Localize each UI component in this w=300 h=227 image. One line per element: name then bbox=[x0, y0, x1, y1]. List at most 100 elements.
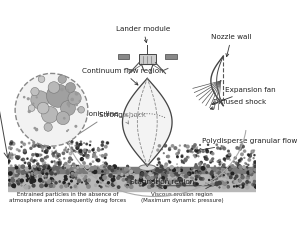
Circle shape bbox=[242, 183, 244, 185]
Circle shape bbox=[130, 176, 132, 178]
Circle shape bbox=[196, 150, 198, 152]
Circle shape bbox=[192, 168, 193, 169]
Circle shape bbox=[235, 162, 237, 164]
Circle shape bbox=[222, 146, 224, 149]
Circle shape bbox=[40, 166, 42, 168]
Circle shape bbox=[228, 154, 231, 157]
Circle shape bbox=[168, 171, 171, 174]
Circle shape bbox=[47, 186, 50, 188]
Circle shape bbox=[70, 98, 74, 101]
Circle shape bbox=[21, 171, 25, 174]
Circle shape bbox=[222, 173, 224, 176]
Circle shape bbox=[100, 186, 102, 188]
Circle shape bbox=[84, 150, 87, 153]
Circle shape bbox=[218, 181, 221, 185]
Circle shape bbox=[166, 178, 167, 180]
Circle shape bbox=[54, 161, 55, 162]
Text: Nozzle wall: Nozzle wall bbox=[211, 34, 252, 57]
Circle shape bbox=[178, 149, 180, 151]
Circle shape bbox=[215, 182, 218, 185]
Circle shape bbox=[149, 172, 151, 174]
Circle shape bbox=[207, 165, 209, 168]
Circle shape bbox=[238, 185, 240, 187]
Circle shape bbox=[239, 148, 242, 150]
Circle shape bbox=[169, 181, 172, 184]
Circle shape bbox=[170, 147, 171, 148]
Circle shape bbox=[28, 173, 31, 176]
Bar bbox=[8, 168, 256, 191]
Circle shape bbox=[17, 173, 19, 175]
Circle shape bbox=[44, 123, 52, 131]
Circle shape bbox=[47, 182, 51, 185]
Circle shape bbox=[104, 162, 107, 164]
Circle shape bbox=[100, 180, 103, 183]
Circle shape bbox=[38, 178, 42, 182]
Circle shape bbox=[206, 150, 208, 153]
Circle shape bbox=[55, 182, 57, 184]
Circle shape bbox=[254, 185, 258, 188]
Circle shape bbox=[23, 96, 26, 99]
Circle shape bbox=[163, 167, 166, 170]
Circle shape bbox=[249, 182, 250, 183]
Circle shape bbox=[164, 173, 166, 175]
Circle shape bbox=[89, 145, 91, 146]
Circle shape bbox=[188, 173, 189, 175]
Circle shape bbox=[252, 183, 255, 186]
Circle shape bbox=[176, 153, 178, 155]
Circle shape bbox=[11, 178, 13, 179]
Circle shape bbox=[62, 152, 64, 155]
Circle shape bbox=[192, 172, 194, 173]
Circle shape bbox=[16, 170, 19, 173]
Circle shape bbox=[247, 175, 249, 177]
Circle shape bbox=[65, 167, 67, 169]
Circle shape bbox=[118, 172, 120, 175]
Circle shape bbox=[64, 179, 65, 180]
Circle shape bbox=[200, 178, 202, 180]
Circle shape bbox=[52, 152, 53, 153]
Circle shape bbox=[56, 111, 70, 125]
Circle shape bbox=[140, 172, 143, 175]
Circle shape bbox=[254, 180, 255, 182]
Circle shape bbox=[86, 149, 87, 151]
Circle shape bbox=[169, 169, 171, 170]
Circle shape bbox=[111, 169, 113, 172]
Circle shape bbox=[182, 161, 184, 163]
Circle shape bbox=[228, 168, 230, 170]
Circle shape bbox=[44, 175, 47, 178]
Circle shape bbox=[74, 185, 78, 189]
Circle shape bbox=[141, 167, 144, 170]
Circle shape bbox=[58, 166, 60, 168]
Circle shape bbox=[59, 181, 60, 182]
Circle shape bbox=[106, 165, 107, 166]
Circle shape bbox=[160, 185, 162, 187]
Circle shape bbox=[55, 163, 57, 165]
Circle shape bbox=[52, 169, 55, 172]
Circle shape bbox=[162, 167, 166, 170]
Circle shape bbox=[11, 185, 12, 186]
Circle shape bbox=[158, 185, 162, 189]
Circle shape bbox=[129, 173, 130, 174]
Circle shape bbox=[210, 173, 213, 175]
Circle shape bbox=[225, 181, 228, 184]
Circle shape bbox=[246, 183, 248, 185]
Circle shape bbox=[245, 185, 249, 189]
Circle shape bbox=[254, 171, 255, 172]
Circle shape bbox=[118, 175, 120, 177]
Circle shape bbox=[217, 170, 219, 172]
Circle shape bbox=[32, 166, 35, 168]
Circle shape bbox=[26, 180, 28, 181]
Circle shape bbox=[88, 150, 90, 153]
Circle shape bbox=[45, 184, 47, 187]
Circle shape bbox=[245, 168, 247, 170]
Circle shape bbox=[71, 147, 73, 149]
Circle shape bbox=[58, 154, 60, 155]
Circle shape bbox=[206, 158, 208, 160]
Circle shape bbox=[41, 144, 43, 146]
Circle shape bbox=[83, 155, 84, 156]
Circle shape bbox=[8, 173, 10, 176]
Circle shape bbox=[44, 151, 46, 153]
Text: Entrained particles in the absence of
atmosphere and consequently drag forces: Entrained particles in the absence of at… bbox=[9, 192, 127, 203]
Circle shape bbox=[237, 165, 241, 168]
Circle shape bbox=[31, 91, 49, 109]
Circle shape bbox=[195, 149, 197, 152]
